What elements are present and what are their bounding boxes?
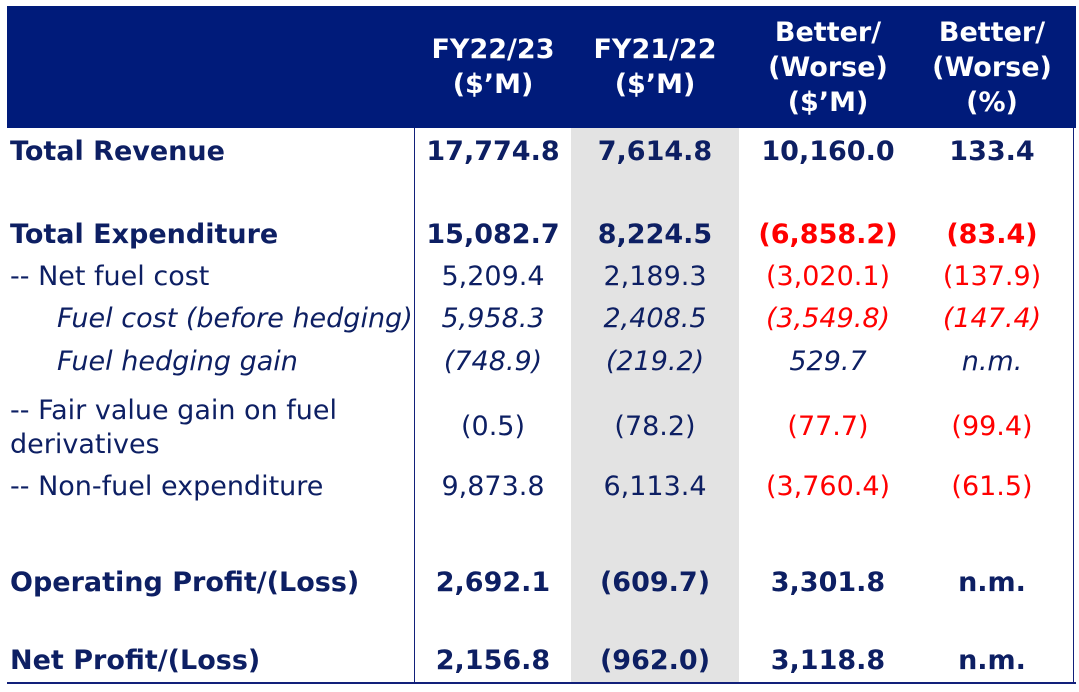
column-header-line: Better/ bbox=[774, 16, 882, 48]
value-change-percent: (137.9) bbox=[942, 261, 1042, 292]
value-change-amount: 3,118.8 bbox=[770, 645, 886, 676]
value-change-amount: 10,160.0 bbox=[761, 136, 895, 167]
row-label: Fuel hedging gain bbox=[57, 346, 298, 377]
value-fy2122: 6,113.4 bbox=[603, 471, 707, 502]
value-fy2223: 17,774.8 bbox=[426, 136, 560, 167]
value-fy2223: 2,692.1 bbox=[435, 567, 551, 598]
column-header-fy2122: FY21/22 ($’M) bbox=[577, 6, 733, 128]
row-label: Total Revenue bbox=[10, 136, 225, 167]
column-header-line: ($’M) bbox=[452, 69, 534, 100]
row-label: -- Net fuel cost bbox=[10, 261, 210, 292]
value-fy2122: 8,224.5 bbox=[597, 219, 713, 250]
row-label: -- Non-fuel expenditure bbox=[10, 471, 324, 502]
value-change-amount: (6,858.2) bbox=[758, 219, 898, 250]
value-change-percent: 133.4 bbox=[949, 136, 1035, 167]
value-change-percent: n.m. bbox=[958, 645, 1026, 676]
column-header-line: FY22/23 bbox=[431, 34, 555, 65]
value-fy2223: 5,209.4 bbox=[441, 261, 545, 292]
value-fy2122: (609.7) bbox=[599, 567, 711, 598]
value-fy2223: 2,156.8 bbox=[435, 645, 551, 676]
column-header-line: Better/ bbox=[938, 16, 1046, 48]
value-fy2122: (219.2) bbox=[605, 346, 705, 377]
row-label: Fuel cost (before hedging) bbox=[57, 303, 413, 334]
table-bottom-rule bbox=[7, 682, 1076, 684]
value-change-amount: (3,549.8) bbox=[765, 303, 891, 334]
value-change-percent: (61.5) bbox=[951, 471, 1033, 502]
column-header-line: FY21/22 bbox=[593, 34, 717, 65]
column-header-line: (Worse) bbox=[768, 51, 888, 83]
table-header: FY22/23 ($’M) FY21/22 ($’M) Better/ (Wor… bbox=[7, 6, 1076, 128]
row-label: Net Profit/(Loss) bbox=[10, 645, 261, 676]
value-change-amount: (3,020.1) bbox=[765, 261, 891, 292]
value-fy2122: 7,614.8 bbox=[597, 136, 713, 167]
value-change-amount: 3,301.8 bbox=[770, 567, 886, 598]
value-change-percent: n.m. bbox=[958, 567, 1026, 598]
value-fy2223: 5,958.3 bbox=[441, 303, 545, 334]
column-header-fy2223: FY22/23 ($’M) bbox=[419, 6, 567, 128]
column-header-line: ($’M) bbox=[614, 69, 696, 100]
value-change-amount: (3,760.4) bbox=[765, 471, 891, 502]
value-change-percent: (99.4) bbox=[951, 411, 1033, 442]
value-fy2223: (0.5) bbox=[460, 411, 525, 442]
value-change-percent: (83.4) bbox=[946, 219, 1038, 250]
column-header-line: ($’M) bbox=[787, 86, 869, 118]
financial-table: FY22/23 ($’M) FY21/22 ($’M) Better/ (Wor… bbox=[7, 6, 1076, 686]
fy2122-column-shading bbox=[571, 128, 739, 684]
value-fy2223: (748.9) bbox=[443, 346, 543, 377]
value-fy2223: 9,873.8 bbox=[441, 471, 545, 502]
value-change-percent: (147.4) bbox=[942, 303, 1042, 334]
column-header-better-worse-percent: Better/ (Worse) (%) bbox=[912, 6, 1072, 128]
column-divider bbox=[414, 128, 415, 684]
value-fy2122: (78.2) bbox=[614, 411, 696, 442]
column-header-line: (Worse) bbox=[932, 51, 1052, 83]
value-fy2122: 2,189.3 bbox=[603, 261, 707, 292]
row-label: Operating Profit/(Loss) bbox=[10, 567, 360, 598]
row-label: Total Expenditure bbox=[10, 219, 279, 250]
column-divider bbox=[1073, 128, 1074, 684]
value-fy2122: (962.0) bbox=[599, 645, 711, 676]
row-label: -- Fair value gain on fuel derivatives bbox=[10, 395, 338, 460]
value-fy2122: 2,408.5 bbox=[603, 303, 707, 334]
column-header-line: (%) bbox=[966, 86, 1018, 118]
value-fy2223: 15,082.7 bbox=[426, 219, 560, 250]
value-change-amount: 529.7 bbox=[789, 346, 867, 377]
column-header-better-worse-amount: Better/ (Worse) ($’M) bbox=[747, 6, 909, 128]
value-change-percent: n.m. bbox=[961, 346, 1023, 377]
value-change-amount: (77.7) bbox=[787, 411, 869, 442]
